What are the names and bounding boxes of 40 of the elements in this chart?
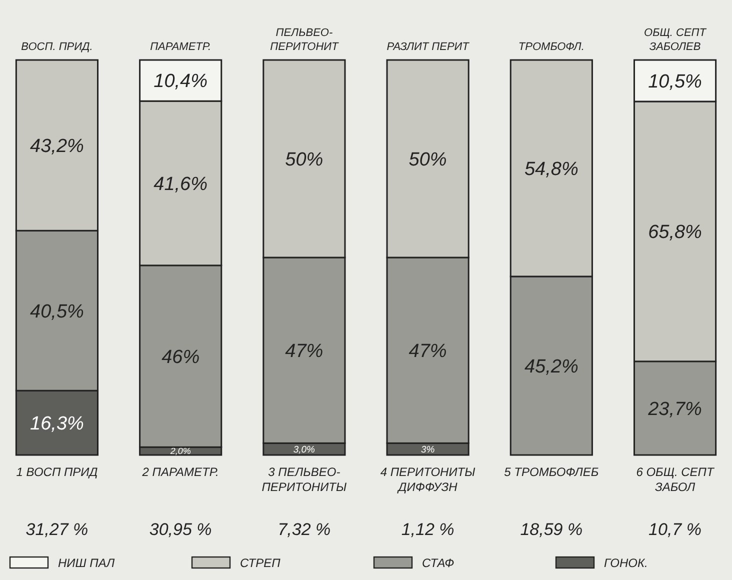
text: РАЗЛИТ ПЕРИТ <box>386 41 470 53</box>
data-label: 23,7% <box>647 398 702 420</box>
data-label: 65,8% <box>648 222 702 244</box>
legend-label: НИШ ПАЛ <box>58 556 116 570</box>
data-label: 41,6% <box>154 174 208 195</box>
text: ОБЩ. СЕПТ ЗАБОЛЕВ <box>644 27 708 53</box>
data-label: 50% <box>285 149 324 170</box>
x-tick-label: 5 ТРОМБОФЛЕБ <box>504 465 599 479</box>
data-label: 47% <box>285 340 324 362</box>
x-tick-label: 4 ПЕРИТОНИТЫ ДИФФУЗН <box>380 465 476 494</box>
data-label: 45,2% <box>524 356 578 378</box>
data-label: 10,4% <box>154 71 208 92</box>
x-tick-label: 3 ПЕЛЬВЕО-ПЕРИТОНИТЫ <box>262 465 348 494</box>
text: 31,27 % <box>26 520 88 539</box>
data-label: 54,8% <box>524 158 578 180</box>
text: 7,32 % <box>278 520 331 539</box>
data-label: 46% <box>162 346 200 368</box>
text: ПАРАМЕТР. <box>150 41 212 53</box>
text: 10,7 % <box>648 520 702 539</box>
text: 1,12 % <box>401 520 454 539</box>
text: ТРОМБОФЛ. <box>518 41 584 53</box>
legend-label: ГОНОК. <box>604 556 648 570</box>
data-label: 43,2% <box>30 136 84 157</box>
legend-label: СТАФ <box>422 556 455 570</box>
text: 18,59 % <box>520 520 583 539</box>
data-label: 40,5% <box>30 301 84 322</box>
text: ПЕЛЬВЕО-ПЕРИТОНИТ <box>270 27 340 53</box>
data-label: 3,0% <box>293 444 316 456</box>
text: 30,95 % <box>149 520 212 539</box>
data-label: 2,0% <box>169 446 191 456</box>
data-label: 47% <box>408 340 447 362</box>
text: ВОСП. ПРИД. <box>21 41 93 53</box>
x-tick-label: 2 ПАРАМЕТР. <box>141 465 219 479</box>
data-label: 50% <box>408 149 447 170</box>
data-label: 10,5% <box>648 71 702 92</box>
data-label: 3% <box>420 444 436 456</box>
legend-label: СТРЕП <box>240 556 281 570</box>
x-tick-label: 1 ВОСП ПРИД <box>16 465 98 479</box>
data-label: 16,3% <box>30 413 84 434</box>
x-tick-label: 6 ОБЩ. СЕПТ ЗАБОЛ <box>636 465 716 494</box>
